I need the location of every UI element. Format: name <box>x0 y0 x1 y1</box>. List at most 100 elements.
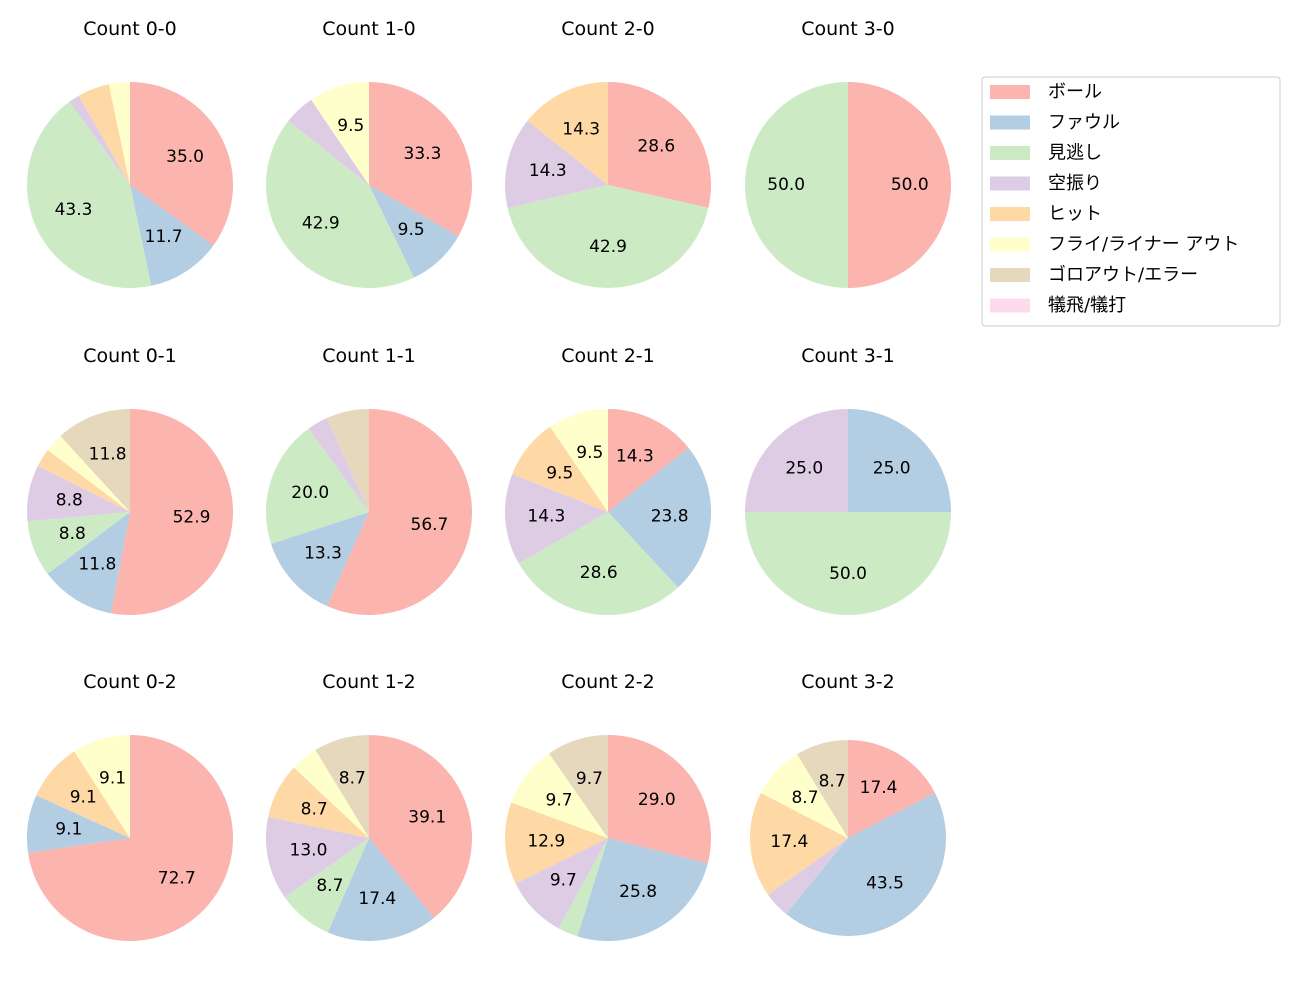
pie-slice <box>745 512 951 615</box>
slice-label: 29.0 <box>638 790 676 810</box>
pie-slice <box>130 82 233 246</box>
slice-label: 14.3 <box>529 161 567 181</box>
legend-entry: ファウル <box>1048 112 1120 133</box>
slice-label: 11.8 <box>89 444 127 464</box>
slice-label: 33.3 <box>404 144 442 164</box>
pie-slice <box>47 436 130 512</box>
slice-label: 8.7 <box>301 799 328 819</box>
pie-slice <box>268 767 369 838</box>
pie-count-3-1: Count 3-1 25.0 50.0 25.0 <box>745 345 951 615</box>
pie-title: Count 2-2 <box>561 671 655 693</box>
slice-label: 52.9 <box>173 508 211 528</box>
pie-slice <box>69 95 130 185</box>
pie-slice <box>608 735 711 864</box>
pie-slice <box>760 754 848 838</box>
pie-slice <box>608 409 689 512</box>
slice-label: 14.3 <box>527 506 565 526</box>
pie-slice <box>326 409 472 615</box>
pie-count-0-1: Count 0-1 52.9 11.8 8.8 8.8 11.8 <box>27 345 234 615</box>
slice-label: 9.7 <box>546 790 573 810</box>
pie-count-0-2: Count 0-272.79.19.19.1 <box>27 671 233 941</box>
legend-entry: ヒット <box>1048 204 1102 225</box>
pie-slice <box>27 512 130 574</box>
slice-label: 11.8 <box>78 554 116 574</box>
pie-slice <box>550 409 608 512</box>
pie-slice <box>745 409 848 512</box>
slice-label: 8.7 <box>339 768 366 788</box>
slice-label: 20.0 <box>291 483 329 503</box>
pie-slice <box>505 474 608 564</box>
pie-slice <box>505 120 608 208</box>
legend-entry: 見逃し <box>1048 143 1102 164</box>
pie-slice <box>745 82 848 288</box>
slice-label: 12.9 <box>527 831 565 851</box>
legend-swatch <box>990 115 1030 130</box>
pie-slice <box>36 751 130 838</box>
pie-slice <box>786 792 946 936</box>
legend-entry: 空振り <box>1048 173 1102 194</box>
slice-label: 13.0 <box>290 840 328 860</box>
slice-label: 28.6 <box>580 563 618 583</box>
pie-slice <box>37 449 130 512</box>
slice-label: 9.1 <box>70 788 97 808</box>
pie-slice <box>608 447 711 588</box>
pie-slice <box>293 750 369 838</box>
legend-entry: ボール <box>1048 82 1102 103</box>
slice-label: 8.8 <box>56 491 83 511</box>
pie-slice <box>271 512 369 607</box>
pie-slice <box>749 792 848 895</box>
pie-slice <box>47 512 130 614</box>
pie-title: Count 0-1 <box>83 345 177 367</box>
pie-count-1-1: Count 1-1 56.7 13.3 20.0 <box>266 345 472 615</box>
slice-label: 8.7 <box>819 771 846 791</box>
pie-title: Count 1-0 <box>322 18 416 40</box>
pie-slice <box>288 99 369 185</box>
pie-slice <box>308 417 369 512</box>
pie-slice <box>369 735 472 918</box>
slice-label: 9.1 <box>55 819 82 839</box>
pie-slice <box>797 740 848 838</box>
slice-label: 42.9 <box>589 237 627 257</box>
slice-label: 50.0 <box>891 175 929 195</box>
slice-label: 43.3 <box>55 200 93 220</box>
pie-slice <box>311 82 369 185</box>
legend-entry: 犠飛/犠打 <box>1048 295 1126 316</box>
slice-label: 43.5 <box>866 874 904 894</box>
slice-label: 42.9 <box>302 214 340 234</box>
slice-label: 50.0 <box>767 175 805 195</box>
pie-slice <box>266 120 415 288</box>
slice-label: 35.0 <box>166 147 204 167</box>
slice-label: 14.3 <box>562 119 600 139</box>
pie-count-2-0: Count 2-0 28.6 42.9 14.3 14.3 <box>505 18 711 289</box>
pie-slice <box>27 795 130 853</box>
legend-swatch <box>990 237 1030 252</box>
slice-label: 25.0 <box>873 458 911 478</box>
slice-label: 8.8 <box>59 524 86 544</box>
legend-entry: フライ/ライナー アウト <box>1048 234 1239 255</box>
pie-slice <box>369 82 472 237</box>
pie-slice <box>558 838 608 937</box>
pie-slice <box>315 735 369 838</box>
legend-swatch <box>990 207 1030 221</box>
slice-label: 9.7 <box>576 769 603 789</box>
slice-label: 39.1 <box>408 807 446 827</box>
slice-label: 9.1 <box>99 769 126 789</box>
slice-label: 9.7 <box>550 871 577 891</box>
pie-count-0-0: Count 0-0 35.0 11.7 43.3 <box>27 18 233 288</box>
pie-slice <box>327 838 434 941</box>
pie-slice <box>326 409 369 512</box>
legend-swatch <box>990 85 1030 99</box>
legend-frame <box>981 76 1281 327</box>
pie-slice <box>108 82 130 185</box>
pie-slice <box>511 753 608 838</box>
pie-slice <box>27 101 152 288</box>
pie-title: Count 2-1 <box>561 345 655 367</box>
pie-count-1-2: Count 1-2 39.1 17.4 8.7 13.0 8.7 8.7 <box>265 671 472 941</box>
legend-swatch <box>990 268 1030 282</box>
pie-title: Count 1-1 <box>322 345 416 367</box>
pie-slice <box>27 465 130 522</box>
pie-slice <box>505 802 608 884</box>
pie-slice <box>74 735 130 838</box>
pie-count-2-1: Count 2-1 14.3 23.8 28.6 14.3 9.59.5 <box>505 345 711 616</box>
